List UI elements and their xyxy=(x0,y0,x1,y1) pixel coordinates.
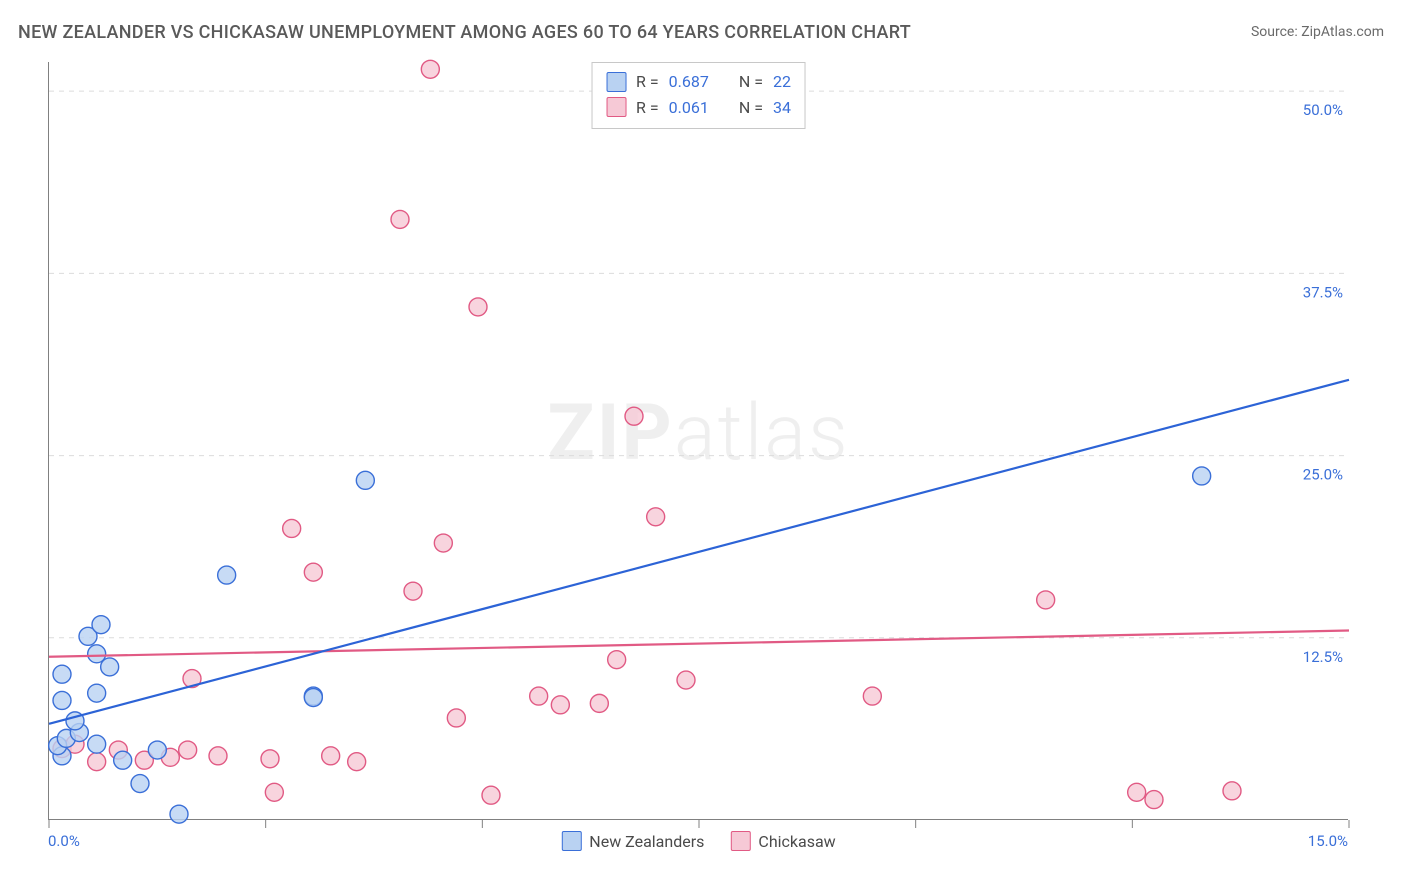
n-value-nz: 22 xyxy=(773,69,791,95)
swatch-nz xyxy=(606,72,626,92)
swatch-ck xyxy=(606,97,626,117)
n-label: N = xyxy=(739,69,763,95)
legend-correlation: R = 0.687 N = 22 R = 0.061 N = 34 xyxy=(591,62,806,129)
source-label: Source: ZipAtlas.com xyxy=(1251,24,1384,40)
series-label-nz: New Zealanders xyxy=(589,832,704,851)
series-label-ck: Chickasaw xyxy=(758,832,835,851)
chart-title: NEW ZEALANDER VS CHICKASAW UNEMPLOYMENT … xyxy=(18,22,911,43)
legend-row-nz: R = 0.687 N = 22 xyxy=(606,69,791,95)
x-tick-start: 0.0% xyxy=(48,832,80,850)
r-label: R = xyxy=(636,69,659,95)
r-label: R = xyxy=(636,95,659,121)
x-tick-end: 15.0% xyxy=(1308,832,1348,850)
legend-row-ck: R = 0.061 N = 34 xyxy=(606,95,791,121)
n-label: N = xyxy=(739,95,763,121)
n-value-ck: 34 xyxy=(773,95,791,121)
swatch-ck-bottom xyxy=(730,831,750,851)
r-value-ck: 0.061 xyxy=(669,95,709,121)
legend-item-ck: Chickasaw xyxy=(730,831,835,851)
legend-series: New Zealanders Chickasaw xyxy=(561,831,835,851)
r-value-nz: 0.687 xyxy=(669,69,709,95)
data-layer xyxy=(49,62,1348,819)
swatch-nz-bottom xyxy=(561,831,581,851)
plot-area: ZIPatlas R = 0.687 N = 22 R = 0.061 N = … xyxy=(48,62,1348,820)
legend-item-nz: New Zealanders xyxy=(561,831,704,851)
